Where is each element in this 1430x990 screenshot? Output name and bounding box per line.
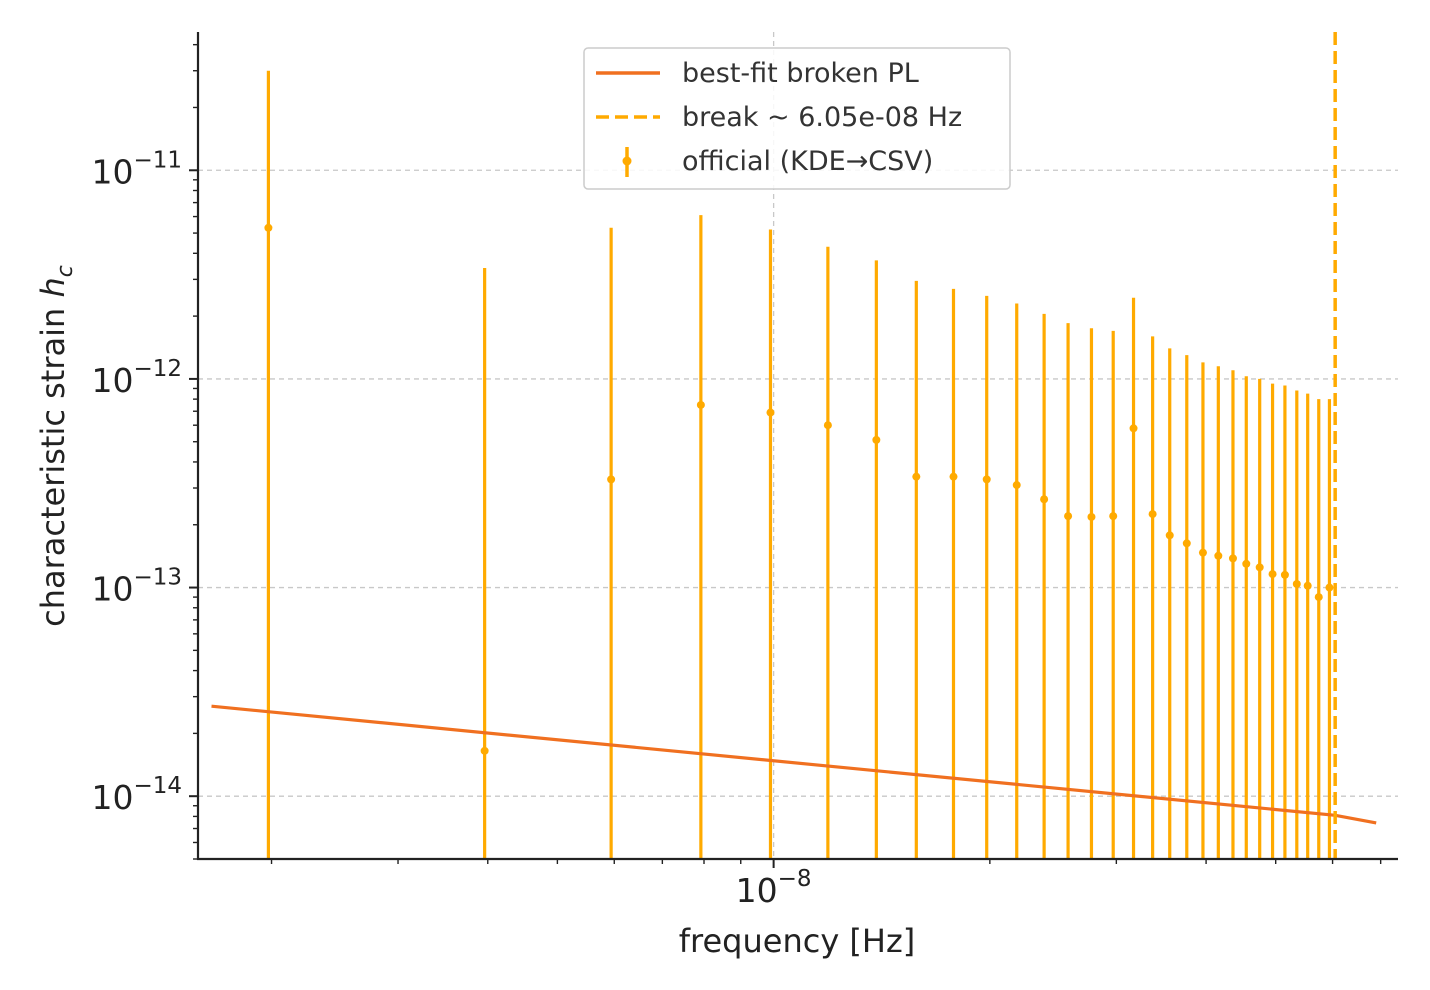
y-tick-label: 10−13	[91, 565, 182, 609]
data-point	[1012, 481, 1021, 490]
data-point	[949, 472, 958, 481]
data-point	[607, 475, 616, 484]
data-point	[1242, 559, 1251, 568]
data-point	[1280, 570, 1289, 579]
y-axis-label-symbol: h	[34, 277, 72, 297]
data-point	[1198, 548, 1207, 557]
x-tick-label: 10−8	[736, 866, 812, 910]
data-point	[1325, 583, 1334, 592]
y-axis-label-subscript: c	[53, 265, 78, 277]
tick-base: 10	[91, 152, 133, 191]
data-point	[480, 746, 489, 755]
data-point	[1255, 563, 1264, 572]
y-axis-label: characteristic strain hc	[34, 265, 78, 627]
data-point	[766, 408, 775, 417]
legend-frame	[583, 47, 1011, 190]
data-point	[1182, 539, 1191, 548]
x-axis-label: frequency [Hz]	[679, 922, 916, 960]
data-point	[1165, 531, 1174, 540]
data-point	[982, 475, 991, 484]
tick-base: 10	[91, 570, 133, 609]
data-point	[1314, 593, 1323, 602]
data-point	[264, 223, 273, 232]
tick-base: 10	[91, 361, 133, 400]
legend-label-break: break ~ 6.05e-08 Hz	[682, 102, 962, 133]
data-point	[1268, 570, 1277, 579]
data-point	[1148, 510, 1157, 519]
data-point	[1214, 551, 1223, 560]
tick-exponent: −11	[133, 147, 182, 173]
y-tick-label: 10−14	[91, 773, 182, 817]
tick-base: 10	[736, 871, 778, 910]
tick-base: 10	[91, 778, 133, 817]
y-tick-label: 10−12	[91, 356, 182, 400]
data-point	[823, 421, 832, 430]
y-tick-label: 10−11	[91, 147, 182, 191]
data-point	[912, 472, 921, 481]
tick-exponent: −14	[133, 773, 182, 799]
y-axis-label-text: characteristic strain	[34, 298, 72, 627]
legend-label-official: official (KDE→CSV)	[682, 146, 933, 177]
data-point	[1109, 512, 1118, 521]
legend-label-fit: best-fit broken PL	[682, 58, 919, 89]
data-point	[696, 400, 705, 409]
tick-exponent: −8	[778, 866, 812, 892]
legend-swatch-marker	[622, 156, 632, 166]
data-point	[872, 435, 881, 444]
data-point	[1228, 554, 1237, 563]
plot-area	[211, 32, 1377, 859]
data-point	[1292, 580, 1301, 589]
data-point	[1129, 424, 1138, 433]
data-point	[1303, 581, 1312, 590]
data-point	[1064, 512, 1073, 521]
tick-exponent: −13	[133, 565, 182, 591]
legend: best-fit broken PL break ~ 6.05e-08 Hz o…	[583, 47, 1011, 190]
data-point	[1040, 495, 1049, 504]
tick-exponent: −12	[133, 356, 182, 382]
data-point	[1087, 512, 1096, 521]
